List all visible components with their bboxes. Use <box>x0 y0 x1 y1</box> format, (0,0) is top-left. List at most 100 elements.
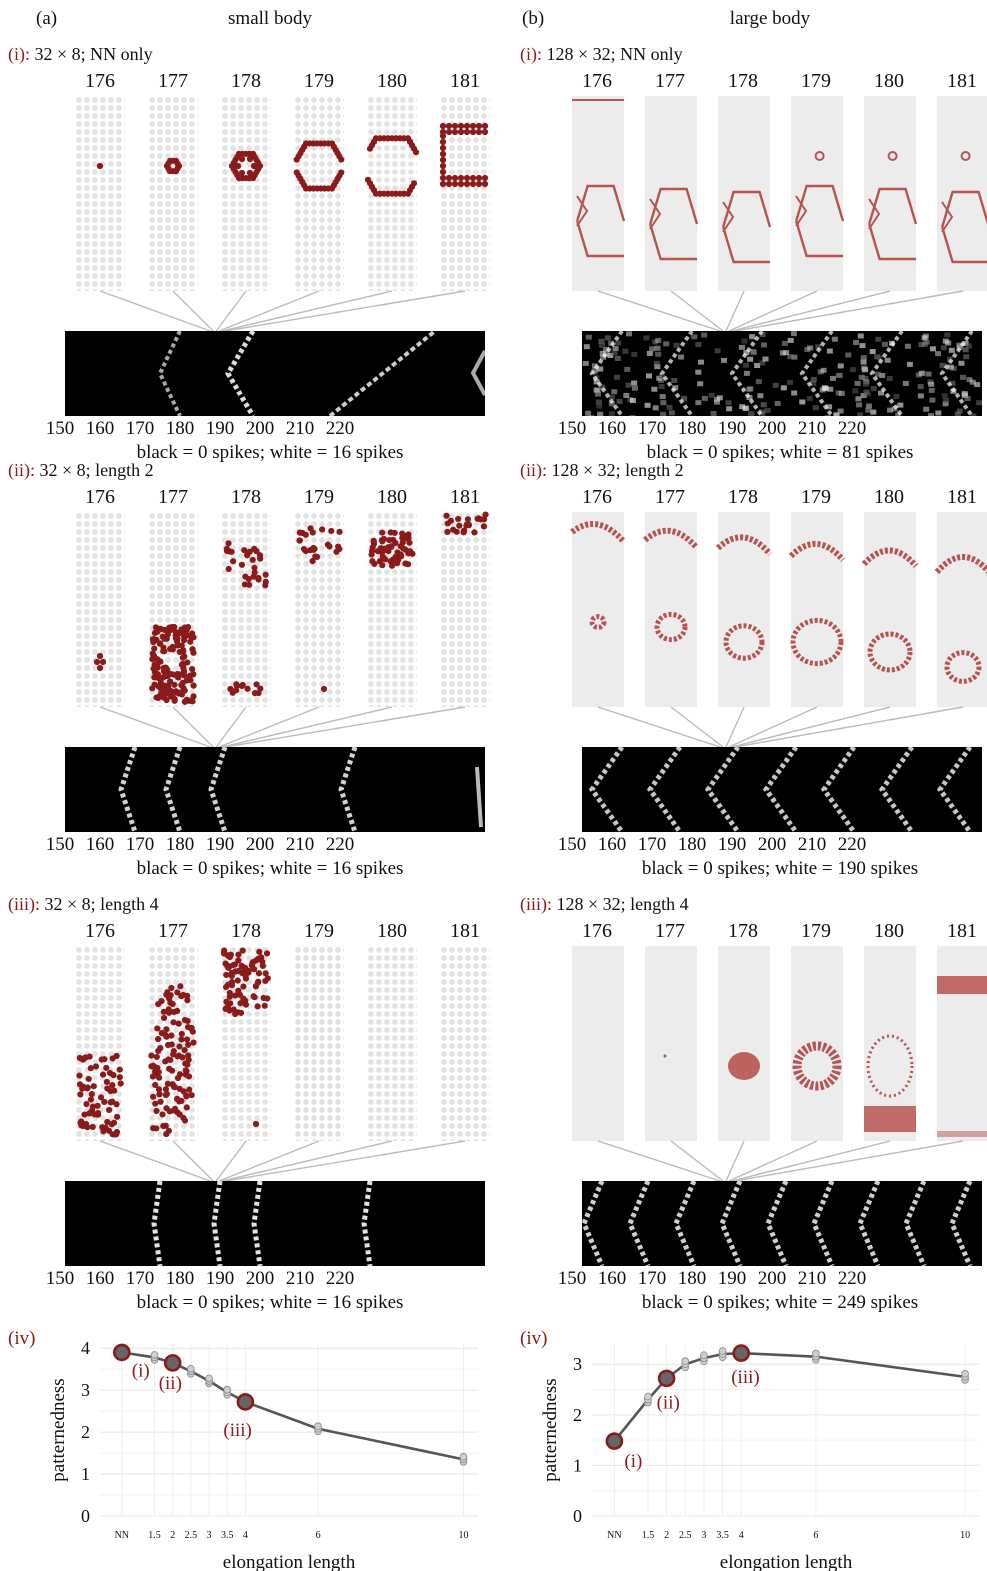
kymo-tick-label: 180 <box>677 1268 707 1289</box>
plot-left-panel-label: (iv) <box>8 1328 36 1349</box>
snapshot-pattern <box>93 652 107 672</box>
time-label: 180 <box>874 70 904 92</box>
highlight-point <box>236 1393 255 1411</box>
snapshot-pattern <box>367 946 417 1141</box>
data-point <box>718 1347 727 1355</box>
time-label: 181 <box>450 920 480 942</box>
highlight-point <box>732 1344 751 1362</box>
snapshot-strip <box>75 512 125 707</box>
snapshot-strip <box>440 946 490 1141</box>
kymo-tick-label: 160 <box>597 834 627 855</box>
snapshot-pattern <box>148 983 197 1138</box>
x-tick-label: 6 <box>813 1530 818 1541</box>
kymo-caption: black = 0 spikes; white = 16 spikes <box>136 442 404 463</box>
kymo-tick-label: 190 <box>717 834 747 855</box>
snapshot-pattern <box>163 157 183 175</box>
kymo-tick-label: 220 <box>837 418 867 439</box>
kymo-tick-label: 160 <box>85 834 115 855</box>
kymo-tick-label: 150 <box>45 1268 75 1289</box>
kymo-tick-label: 190 <box>205 1268 235 1289</box>
snapshot-strip <box>440 511 490 707</box>
time-label: 177 <box>655 70 685 92</box>
highlight-label: (i) <box>132 1360 150 1381</box>
snapshot-pattern <box>296 525 343 693</box>
x-tick-label: 10 <box>960 1530 970 1541</box>
subfigure-text: 128 × 32; NN only <box>542 44 683 64</box>
connector-svg <box>597 706 964 748</box>
snapshot-pattern <box>788 540 846 667</box>
snapshot-strip <box>572 946 624 1141</box>
snapshot-strip <box>861 512 919 707</box>
kymo-tick-label: 210 <box>797 834 827 855</box>
time-label: 178 <box>231 70 261 92</box>
x-tick-label: NN <box>115 1530 129 1541</box>
kymo-tick-label: 210 <box>285 1268 315 1289</box>
snapshot-strip <box>294 512 344 707</box>
snapshot-strip <box>864 96 918 291</box>
kymo-tick-label: 180 <box>165 1268 195 1289</box>
x-tick-label: 4 <box>243 1530 248 1541</box>
snapshot-pattern <box>223 540 269 697</box>
kymo-tick-label: 160 <box>85 418 115 439</box>
snapshot-strip <box>788 512 846 707</box>
kymo-tick-label: 200 <box>757 1268 787 1289</box>
time-label: 177 <box>158 920 188 942</box>
highlight-label: (iii) <box>223 1420 252 1441</box>
snapshot-strip <box>148 96 198 291</box>
subfigure-label: (iii): 128 × 32; length 4 <box>520 894 689 915</box>
snapshot-pattern <box>368 529 416 569</box>
snapshot-strip <box>572 96 626 291</box>
kymo-tick-label: 210 <box>797 1268 827 1289</box>
kymograph-svg <box>151 1181 373 1266</box>
kymo-caption: black = 0 spikes; white = 190 spikes <box>641 858 919 879</box>
time-label: 179 <box>304 70 334 92</box>
snapshot-pattern <box>643 527 700 643</box>
subfigure-text: 32 × 8; length 2 <box>35 460 154 480</box>
kymo-tick-label: 190 <box>205 834 235 855</box>
x-tick-label: 4 <box>739 1530 744 1541</box>
time-label: 176 <box>582 486 612 508</box>
snapshot-pattern <box>228 150 264 182</box>
snapshot-strip <box>367 946 417 1141</box>
data-point <box>700 1351 708 1359</box>
snapshot-strip <box>791 96 845 291</box>
time-label: 180 <box>377 486 407 508</box>
connector-svg <box>597 290 964 332</box>
data-point <box>150 1351 159 1359</box>
panel-b-title: large body <box>729 8 811 29</box>
y-tick-label: 3 <box>81 1380 90 1400</box>
snapshot-strip <box>439 96 490 291</box>
snapshot-strip <box>220 946 271 1141</box>
snapshot-pattern <box>76 1052 124 1138</box>
kymograph <box>582 331 982 416</box>
snapshot-pattern <box>728 1052 760 1080</box>
time-label: 177 <box>158 486 188 508</box>
time-label: 180 <box>377 70 407 92</box>
connector-svg <box>99 1140 466 1182</box>
kymo-tick-label: 180 <box>677 418 707 439</box>
subfigure-label: (iii): 32 × 8; length 4 <box>8 894 159 915</box>
kymograph-svg <box>118 747 483 832</box>
highlight-point <box>605 1432 624 1450</box>
time-label: 178 <box>728 920 758 942</box>
kymo-tick-label: 190 <box>205 418 235 439</box>
snapshot-strip <box>937 946 987 1141</box>
subfigure-text: 32 × 8; NN only <box>30 44 153 64</box>
kymo-tick-label: 190 <box>717 418 747 439</box>
time-label: 179 <box>304 486 334 508</box>
kymo-tick-label: 220 <box>837 1268 867 1289</box>
snapshot-pattern <box>570 521 627 630</box>
kymo-tick-label: 180 <box>165 834 195 855</box>
y-tick-label: 0 <box>573 1506 582 1526</box>
x-tick-label: 2 <box>664 1530 669 1541</box>
snapshot-strip <box>643 512 700 707</box>
kymo-tick-label: 160 <box>597 1268 627 1289</box>
x-tick-label: 10 <box>458 1530 468 1541</box>
connector-svg <box>597 1140 964 1182</box>
plot-right: (iv) 0 1 2 3 NN 1.5 2 2.5 3 3.5 4 6 10 (i) (ii) (iii) el… <box>520 1326 987 1571</box>
snapshot-pattern <box>220 947 271 1128</box>
time-label: 181 <box>450 486 480 508</box>
snapshot-pattern <box>96 162 104 170</box>
kymo-tick-label: 150 <box>557 834 587 855</box>
highlight-point <box>113 1343 131 1362</box>
